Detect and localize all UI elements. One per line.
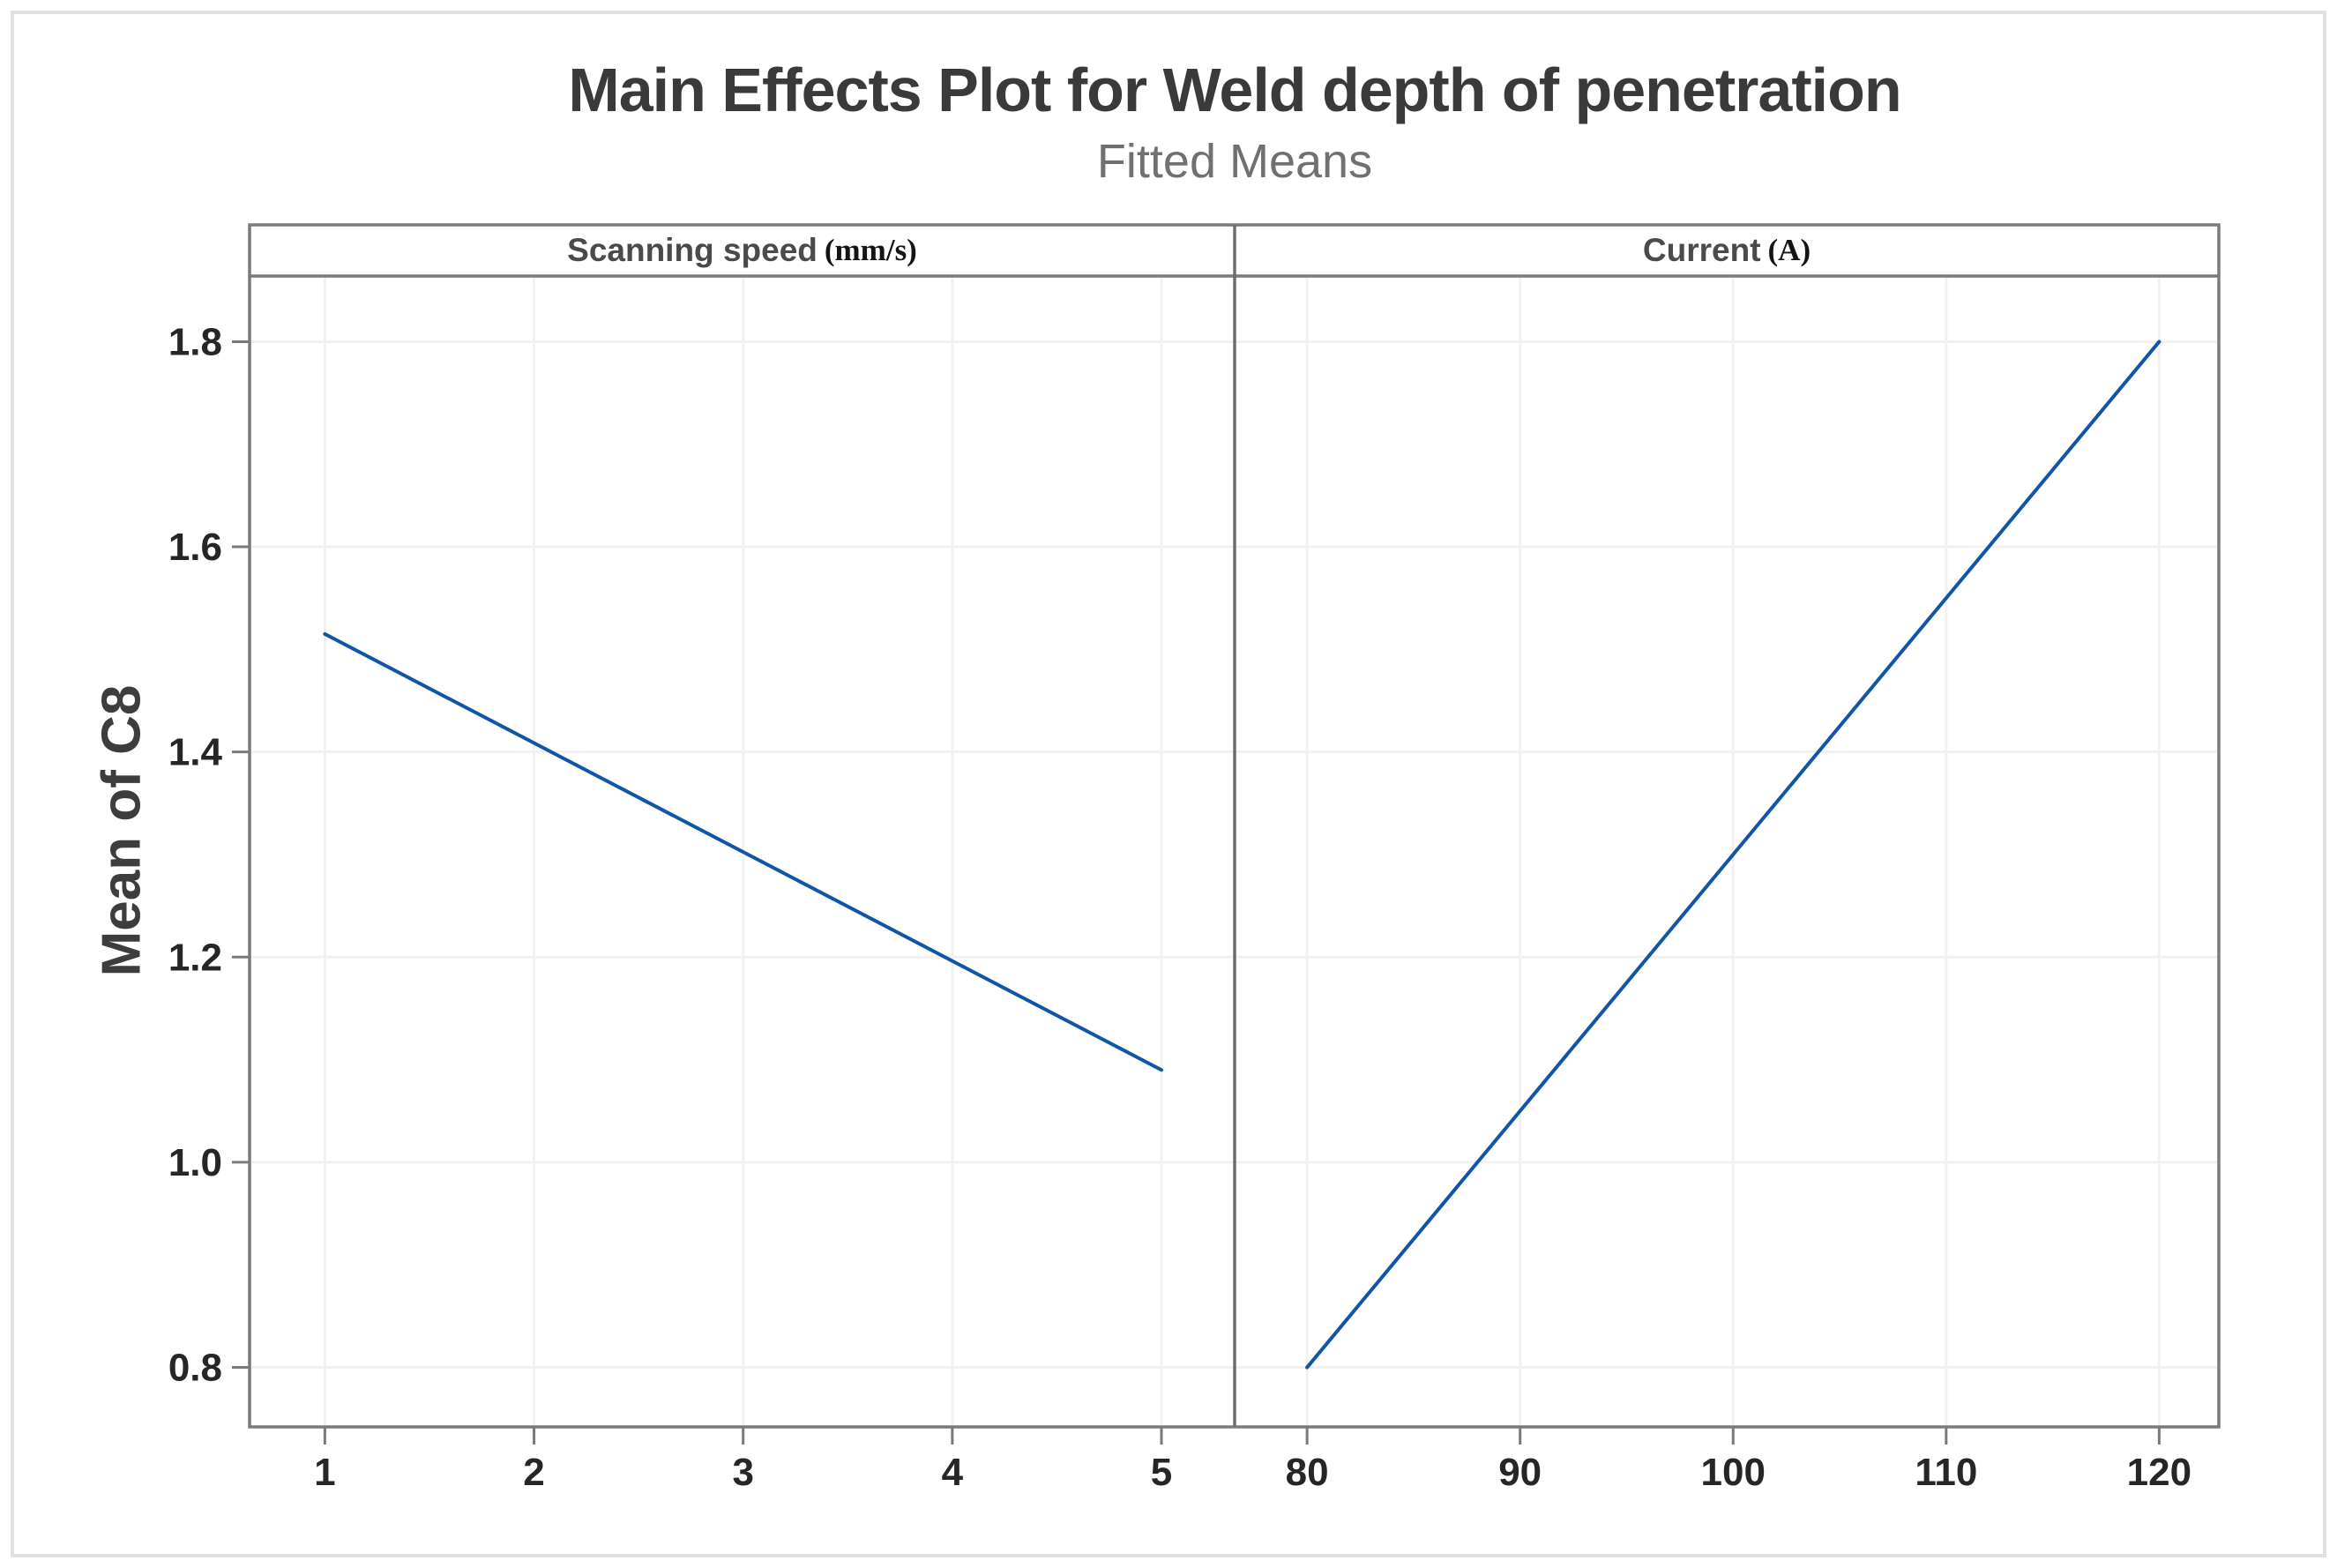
y-tick-label: 1.2 — [168, 936, 222, 979]
x-tick-label: 120 — [2127, 1451, 2191, 1494]
chart-title: Main Effects Plot for Weld depth of pene… — [568, 56, 1901, 124]
panel-label-scanning-speed: Scanning speed — [567, 232, 818, 268]
y-tick-label: 1.6 — [168, 526, 222, 569]
figure-frame — [11, 11, 2326, 1557]
x-tick-label: 3 — [732, 1451, 753, 1494]
y-tick-label: 1.0 — [168, 1141, 222, 1184]
x-tick-label: 4 — [942, 1451, 964, 1494]
y-tick-label: 1.8 — [168, 320, 222, 363]
panel-unit-current: (A) — [1767, 233, 1811, 267]
panel-header-scanning-speed: Scanning speed (mm/s) — [250, 227, 1235, 274]
x-tick-label: 2 — [523, 1451, 544, 1494]
series-line-current — [1305, 340, 2162, 1370]
chart-subtitle: Fitted Means — [1096, 135, 1373, 188]
y-tick-label: 1.4 — [168, 731, 223, 774]
x-tick-label: 5 — [1151, 1451, 1172, 1494]
x-tick-label: 80 — [1286, 1451, 1329, 1494]
panel-label-current: Current — [1642, 232, 1761, 268]
x-tick-label: 90 — [1498, 1451, 1542, 1494]
panel-unit-scanning-speed: (mm/s) — [824, 233, 917, 267]
x-tick-label: 100 — [1701, 1451, 1766, 1494]
series-line-scanning-speed — [323, 631, 1163, 1072]
y-axis-label: Mean of C8 — [91, 684, 153, 977]
x-tick-label: 1 — [314, 1451, 335, 1494]
y-tick-label: 0.8 — [168, 1347, 222, 1390]
x-tick-label: 110 — [1915, 1451, 1977, 1494]
panel-header-current: Current (A) — [1235, 227, 2219, 274]
